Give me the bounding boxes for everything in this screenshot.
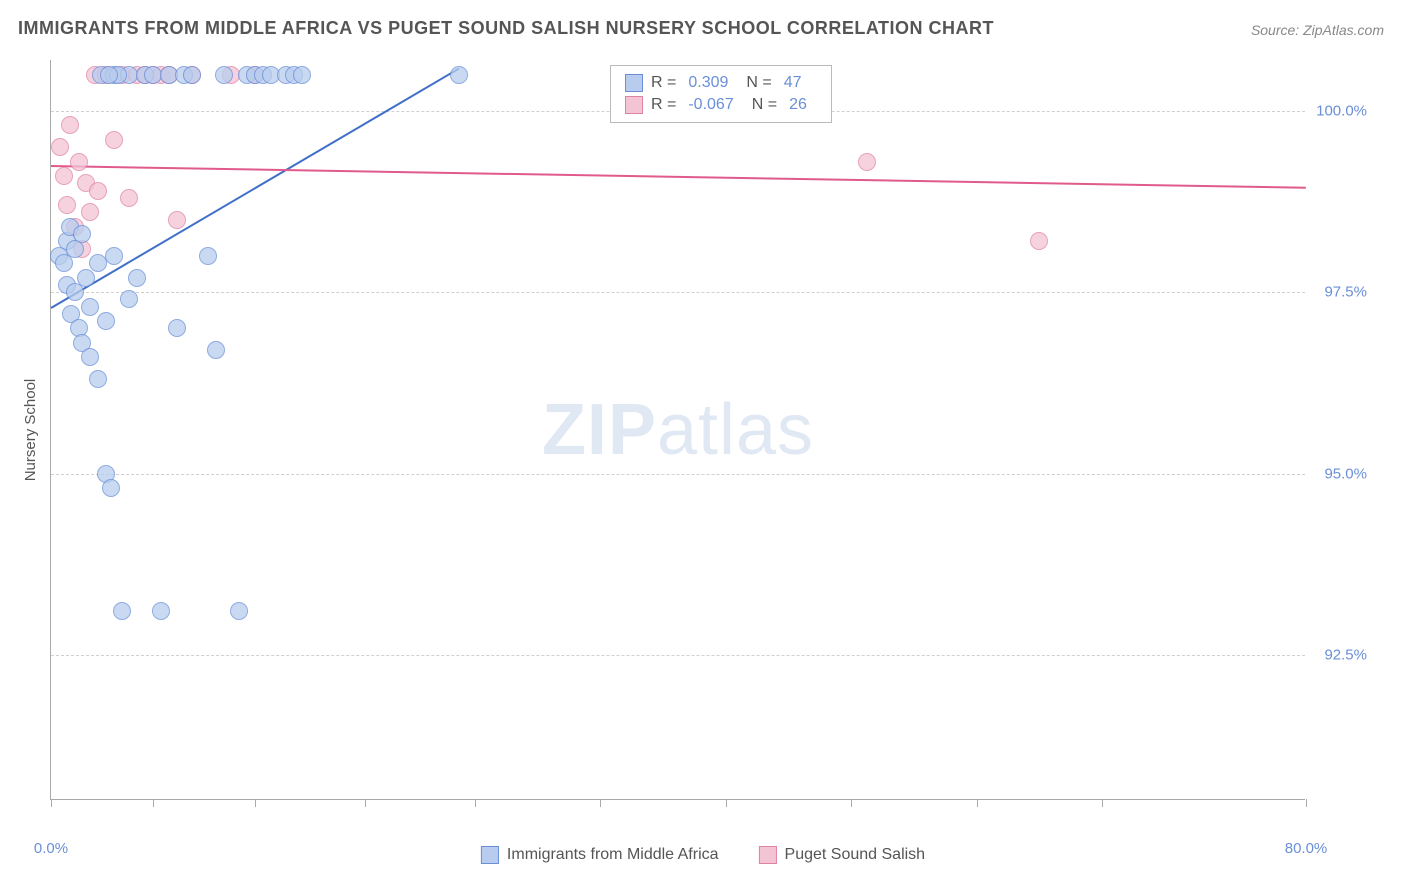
data-point xyxy=(73,225,91,243)
y-tick-label: 95.0% xyxy=(1312,465,1367,482)
y-axis-title: Nursery School xyxy=(22,379,39,482)
r-value-b: -0.067 xyxy=(688,96,733,114)
data-point xyxy=(1030,232,1048,250)
data-point xyxy=(120,189,138,207)
x-tick xyxy=(726,799,727,807)
n-value-b: 26 xyxy=(789,96,807,114)
x-tick xyxy=(1102,799,1103,807)
data-point xyxy=(58,196,76,214)
n-value-a: 47 xyxy=(784,74,802,92)
correlation-legend: R = 0.309 N = 47 R = -0.067 N = 26 xyxy=(610,65,832,123)
data-point xyxy=(97,312,115,330)
data-point xyxy=(183,66,201,84)
x-tick xyxy=(1306,799,1307,807)
chart-container: IMMIGRANTS FROM MIDDLE AFRICA VS PUGET S… xyxy=(0,0,1406,892)
data-point xyxy=(61,116,79,134)
data-point xyxy=(81,348,99,366)
trend-line-b xyxy=(51,165,1306,189)
x-tick xyxy=(153,799,154,807)
data-point xyxy=(215,66,233,84)
swatch-a xyxy=(481,846,499,864)
series-b-label: Puget Sound Salish xyxy=(785,846,926,864)
data-point xyxy=(89,182,107,200)
legend-item-a: Immigrants from Middle Africa xyxy=(481,846,719,864)
x-tick-label: 0.0% xyxy=(34,840,68,857)
gridline xyxy=(51,474,1305,475)
r-label: R = xyxy=(651,74,676,92)
data-point xyxy=(293,66,311,84)
source-attribution: Source: ZipAtlas.com xyxy=(1251,22,1384,38)
data-point xyxy=(120,290,138,308)
x-tick xyxy=(851,799,852,807)
y-tick-label: 100.0% xyxy=(1312,102,1367,119)
watermark: ZIPatlas xyxy=(542,389,814,471)
watermark-light: atlas xyxy=(657,390,814,470)
data-point xyxy=(207,341,225,359)
n-label: N = xyxy=(752,96,777,114)
data-point xyxy=(105,247,123,265)
data-point xyxy=(100,66,118,84)
trend-line-a xyxy=(50,67,459,308)
data-point xyxy=(81,203,99,221)
y-tick-label: 92.5% xyxy=(1312,646,1367,663)
series-a-label: Immigrants from Middle Africa xyxy=(507,846,719,864)
data-point xyxy=(81,298,99,316)
data-point xyxy=(230,602,248,620)
data-point xyxy=(152,602,170,620)
data-point xyxy=(113,602,131,620)
swatch-a xyxy=(625,74,643,92)
x-tick xyxy=(365,799,366,807)
gridline xyxy=(51,292,1305,293)
data-point xyxy=(51,138,69,156)
data-point xyxy=(858,153,876,171)
swatch-b xyxy=(625,96,643,114)
x-tick xyxy=(51,799,52,807)
legend-row-b: R = -0.067 N = 26 xyxy=(625,94,817,116)
r-label: R = xyxy=(651,96,676,114)
data-point xyxy=(168,211,186,229)
data-point xyxy=(89,370,107,388)
data-point xyxy=(105,131,123,149)
y-tick-label: 97.5% xyxy=(1312,284,1367,301)
n-label: N = xyxy=(746,74,771,92)
data-point xyxy=(199,247,217,265)
data-point xyxy=(70,153,88,171)
data-point xyxy=(128,269,146,287)
data-point xyxy=(102,479,120,497)
series-legend: Immigrants from Middle Africa Puget Soun… xyxy=(481,846,925,864)
data-point xyxy=(55,167,73,185)
legend-row-a: R = 0.309 N = 47 xyxy=(625,72,817,94)
data-point xyxy=(168,319,186,337)
data-point xyxy=(77,269,95,287)
x-tick xyxy=(600,799,601,807)
plot-area: ZIPatlas 92.5%95.0%97.5%100.0%0.0%80.0% xyxy=(50,60,1305,800)
swatch-b xyxy=(759,846,777,864)
r-value-a: 0.309 xyxy=(688,74,728,92)
chart-title: IMMIGRANTS FROM MIDDLE AFRICA VS PUGET S… xyxy=(18,18,994,39)
x-tick xyxy=(977,799,978,807)
gridline xyxy=(51,655,1305,656)
watermark-bold: ZIP xyxy=(542,390,657,470)
x-tick xyxy=(255,799,256,807)
x-tick-label: 80.0% xyxy=(1285,840,1328,857)
x-tick xyxy=(475,799,476,807)
legend-item-b: Puget Sound Salish xyxy=(759,846,926,864)
data-point xyxy=(450,66,468,84)
